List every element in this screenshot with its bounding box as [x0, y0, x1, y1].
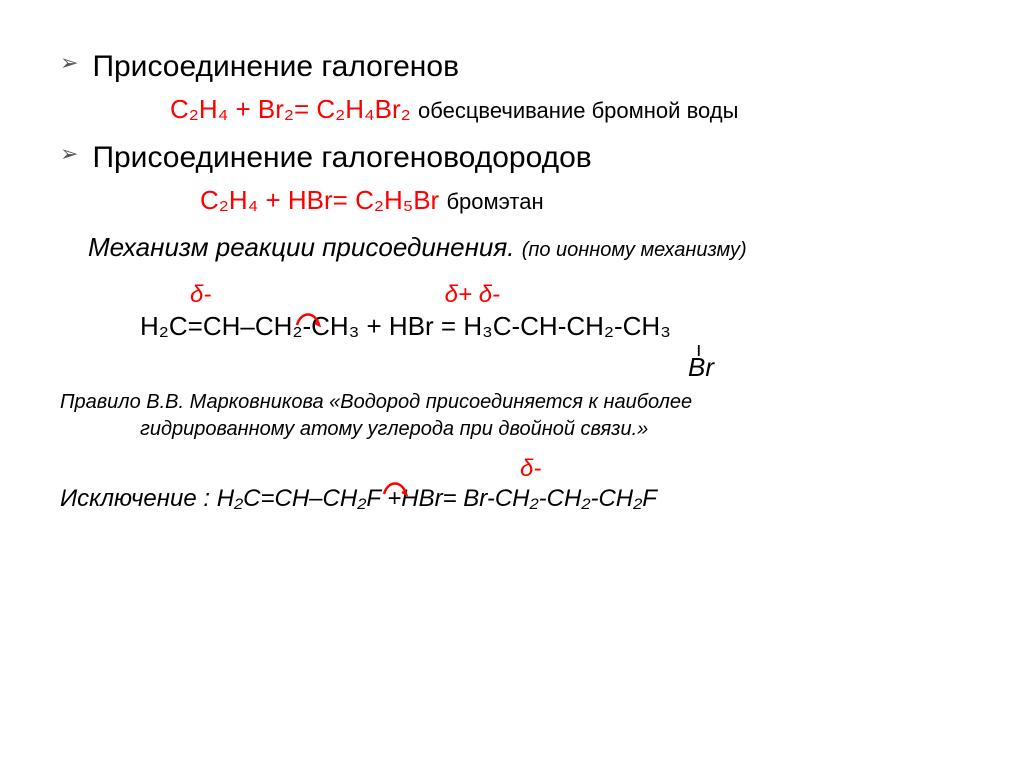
- rule-line2: гидрированному атому углерода при двойно…: [60, 416, 964, 443]
- section-hydrohalogen-addition: ➢ Присоединение галогеноводородов: [60, 141, 964, 175]
- heading-halogen: Присоединение галогенов: [92, 50, 459, 84]
- heading-hydrohalogen: Присоединение галогеноводородов: [92, 141, 591, 175]
- main-reaction: H₂C=CH–CH₂-CH₃ + HBr = H₃C-CH-CH₂-CH₃: [140, 311, 964, 342]
- mechanism-line: Механизм реакции присоединения. (по ионн…: [60, 232, 964, 263]
- main-lhs: H₂C=CH–CH₂-CH₃ + HBr: [140, 311, 434, 341]
- eq2-rhs: C₂H₅Br: [355, 185, 439, 215]
- delta-minus: δ-: [190, 281, 211, 308]
- main-rhs: H₃C-CH-CH₂-CH₃: [463, 311, 670, 341]
- bullet-icon: ➢: [60, 50, 78, 76]
- delta-minus-2: δ-: [479, 281, 500, 308]
- exception-lhs: H₂C=CH–CH₂F +HBr: [217, 485, 443, 512]
- equation-hydrohalogen: С₂Н₄ + HBr= C₂H₅Br бромэтан: [200, 185, 964, 216]
- delta-plus: δ+: [445, 281, 472, 308]
- eq1-rhs: C₂H₄Br₂: [316, 94, 410, 124]
- mechanism-title: Механизм реакции присоединения.: [88, 232, 514, 262]
- mechanism-note: (по ионному механизму): [522, 239, 747, 261]
- bullet-icon: ➢: [60, 141, 78, 167]
- curved-arrow-icon: [295, 305, 321, 336]
- eq2-lhs: С₂Н₄ + HBr: [200, 185, 333, 215]
- exception-line: Исключение : H₂C=CH–CH₂F +HBr= Br-CH₂-CH…: [60, 485, 964, 513]
- br-substituent: Br: [688, 356, 964, 379]
- exception-rhs: Br-CH₂-CH₂-CH₂F: [463, 485, 657, 512]
- exception-prefix: Исключение :: [60, 485, 210, 512]
- eq1-annotation: обесцвечивание бромной воды: [418, 98, 738, 123]
- rule-line1: Правило В.В. Марковникова «Водород присо…: [60, 389, 964, 416]
- eq1-lhs: С₂Н₄ + Br₂: [170, 94, 294, 124]
- curved-arrow-icon: [382, 477, 408, 505]
- exception-charge: δ-: [520, 455, 964, 483]
- markovnikov-rule: Правило В.В. Марковникова «Водород присо…: [60, 389, 964, 443]
- bond-tick: ı: [696, 344, 964, 356]
- equation-halogen: С₂Н₄ + Br₂= C₂H₄Br₂ обесцвечивание бромн…: [170, 94, 964, 125]
- section-halogen-addition: ➢ Присоединение галогенов: [60, 50, 964, 84]
- eq2-annotation: бромэтан: [446, 189, 543, 214]
